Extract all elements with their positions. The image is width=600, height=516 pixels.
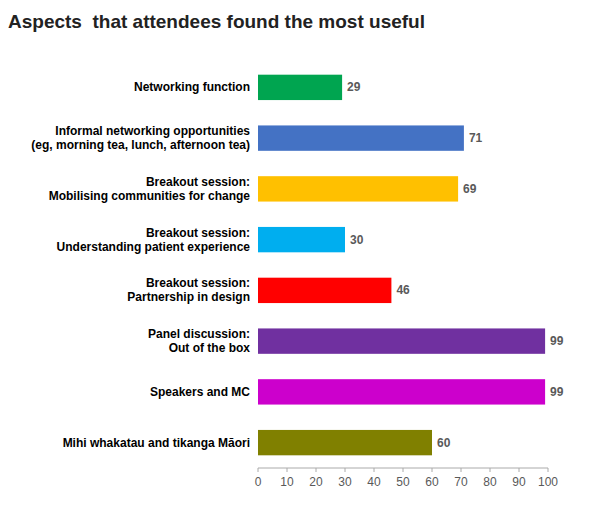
category-label: Mihi whakatau and tikanga Māori (63, 436, 250, 450)
x-tick-label: 100 (538, 475, 558, 489)
x-tick (461, 468, 462, 472)
category-label: Networking function (134, 80, 250, 94)
category-label: Informal networking opportunities(eg, mo… (31, 124, 250, 152)
bar (258, 379, 545, 404)
category-label-line: Speakers and MC (150, 385, 250, 399)
category-label: Breakout session:Understanding patient e… (57, 226, 251, 254)
x-tick (403, 468, 404, 472)
x-tick-label: 30 (338, 475, 352, 489)
value-label: 69 (463, 182, 477, 196)
x-tick-label: 60 (425, 475, 439, 489)
bar (258, 125, 464, 150)
value-label: 99 (550, 334, 564, 348)
x-tick-label: 90 (512, 475, 526, 489)
category-label-line: Informal networking opportunities (55, 124, 250, 138)
category-label-line: Breakout session: (146, 276, 250, 290)
bar (258, 278, 391, 303)
x-tick-label: 10 (280, 475, 294, 489)
x-tick (548, 468, 549, 472)
x-tick (287, 468, 288, 472)
x-tick (345, 468, 346, 472)
x-tick-label: 0 (255, 475, 262, 489)
x-tick-label: 80 (483, 475, 497, 489)
value-label: 29 (347, 80, 361, 94)
title: Aspects that attendees found the most us… (8, 11, 425, 32)
category-label-line: Networking function (134, 80, 250, 94)
category-label-line: Breakout session: (146, 226, 250, 240)
category-label-line: Breakout session: (146, 175, 250, 189)
category-label: Breakout session:Mobilising communities … (49, 175, 251, 203)
value-label: 30 (350, 233, 364, 247)
bar (258, 328, 545, 353)
x-tick (432, 468, 433, 472)
bar (258, 176, 458, 201)
category-label-line: Mihi whakatau and tikanga Māori (63, 436, 250, 450)
category-label-line: Panel discussion: (148, 327, 250, 341)
category-label: Panel discussion:Out of the box (148, 327, 250, 355)
category-label-line: Partnership in design (127, 290, 250, 304)
value-label: 99 (550, 385, 564, 399)
x-tick-label: 40 (367, 475, 381, 489)
category-label: Speakers and MC (150, 385, 250, 399)
bars (258, 75, 545, 456)
value-label: 71 (469, 131, 483, 145)
x-tick (316, 468, 317, 472)
category-label-line: Mobilising communities for change (49, 189, 251, 203)
x-tick (258, 468, 259, 472)
bar (258, 75, 342, 100)
x-tick-label: 70 (454, 475, 468, 489)
x-tick (519, 468, 520, 472)
x-tick (374, 468, 375, 472)
x-tick-label: 50 (396, 475, 410, 489)
value-label: 46 (396, 283, 410, 297)
value-label: 60 (437, 436, 451, 450)
x-tick-label: 20 (309, 475, 323, 489)
category-label-line: Understanding patient experience (57, 240, 251, 254)
chart: Aspects that attendees found the most us… (0, 0, 600, 516)
category-label-line: Out of the box (169, 341, 251, 355)
x-tick (490, 468, 491, 472)
bar (258, 227, 345, 252)
category-label: Breakout session:Partnership in design (127, 276, 250, 304)
category-label-line: (eg, morning tea, lunch, afternoon tea) (31, 138, 250, 152)
bar (258, 430, 432, 455)
